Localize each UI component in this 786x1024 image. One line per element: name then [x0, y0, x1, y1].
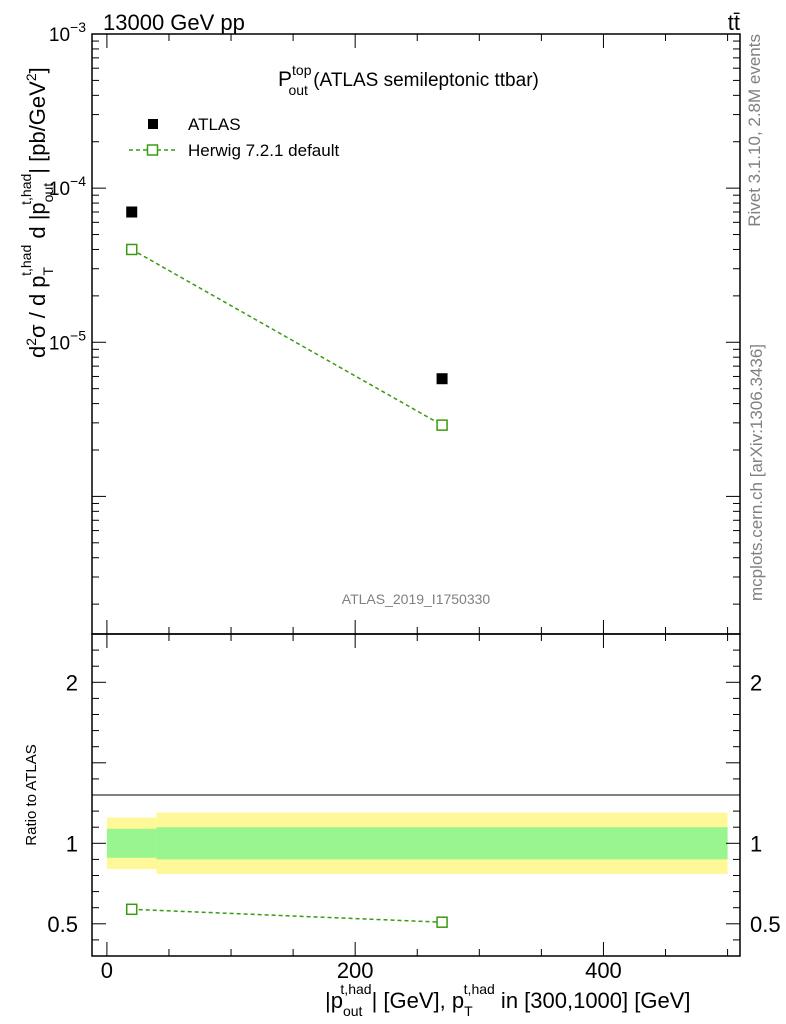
energy-label: 13000 GeV pp [103, 10, 245, 35]
ratio-y-tick-label-right-0: 0.5 [750, 912, 781, 937]
mcplots-label: mcplots.cern.ch [arXiv:1306.3436] [747, 344, 766, 601]
legend-data-marker [148, 119, 158, 129]
axis-tick-labels: 10−3 10−4 10−5 0.5 0.5 1 1 2 2 0 200 400 [47, 19, 780, 983]
mc-line-ratio [131, 908, 443, 923]
band-inner-bin-1 [156, 827, 728, 860]
ratio-y-tick-label-left-1: 1 [66, 831, 78, 856]
mc-point-main-0 [125, 243, 138, 256]
legend-data-label: ATLAS [188, 115, 241, 134]
rivet-label: Rivet 3.1.10, 2.8M events [745, 34, 764, 227]
axis-ticks [92, 33, 740, 957]
process-label: tt̄ [728, 10, 740, 35]
x-tick-label-0: 0 [101, 958, 113, 983]
main-y-tick-label-0: 10−3 [49, 19, 86, 46]
mc-point-ratio-1 [436, 916, 448, 928]
data-series [125, 206, 448, 928]
ratio-y-tick-label-left-0: 0.5 [47, 912, 78, 937]
mc-point-ratio-0 [125, 903, 138, 916]
plot-title: Ptop out (ATLAS semileptonic ttbar) [278, 62, 539, 98]
ratio-y-tick-label-right-1: 1 [750, 831, 762, 856]
legend-mc-marker [146, 144, 159, 156]
mc-line-main [131, 248, 443, 426]
x-tick-label-2: 400 [585, 958, 622, 983]
legend-mc-label: Herwig 7.2.1 default [188, 141, 339, 160]
analysis-id: ATLAS_2019_I1750330 [342, 591, 491, 607]
ratio-y-tick-label-right-2: 2 [750, 670, 762, 695]
x-tick-label-1: 200 [337, 958, 374, 983]
main-y-tick-label-2: 10−5 [49, 327, 86, 354]
ratio-y-tick-label-left-2: 2 [66, 670, 78, 695]
x-axis-label: |poutt,had| [GeV], pTt,had in [300,1000]… [325, 981, 691, 1019]
y-axis-label-main: d2σ / d pTt,had d |poutt,had| [pb/GeV2] [18, 67, 56, 358]
atlas-point-0 [126, 206, 138, 218]
ratio-uncertainty-band [106, 812, 728, 874]
main-y-tick-label-1: 10−4 [49, 173, 86, 200]
band-inner-bin-0 [106, 828, 157, 858]
atlas-point-1 [436, 373, 448, 385]
mc-point-main-1 [436, 419, 448, 431]
y-axis-label-ratio: Ratio to ATLAS [23, 744, 40, 845]
